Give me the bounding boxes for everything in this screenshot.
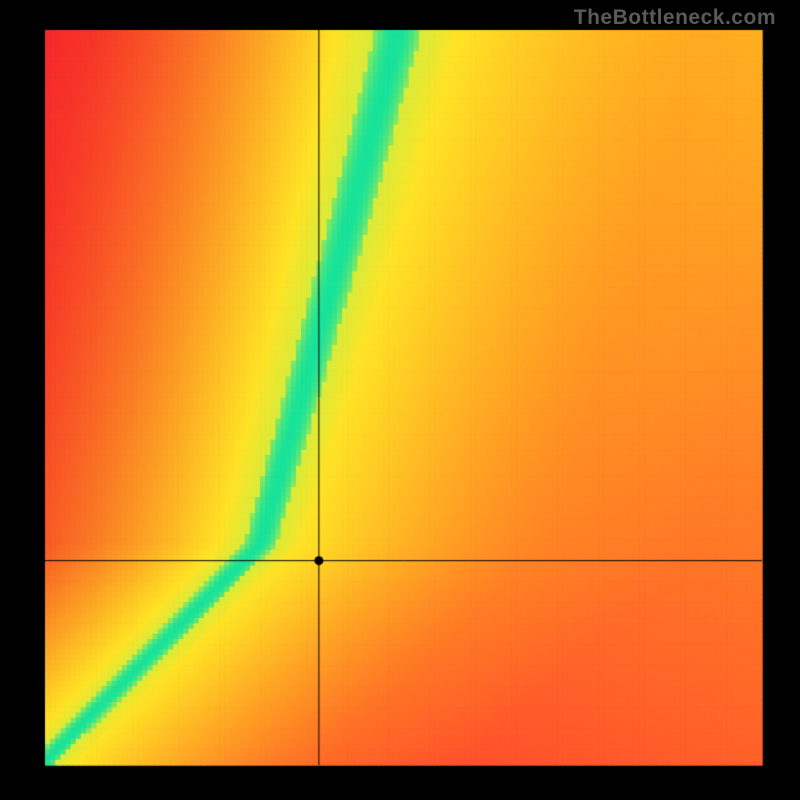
watermark-text: TheBottleneck.com [574, 6, 776, 30]
heatmap-canvas [0, 0, 800, 800]
chart-container: TheBottleneck.com [0, 0, 800, 800]
